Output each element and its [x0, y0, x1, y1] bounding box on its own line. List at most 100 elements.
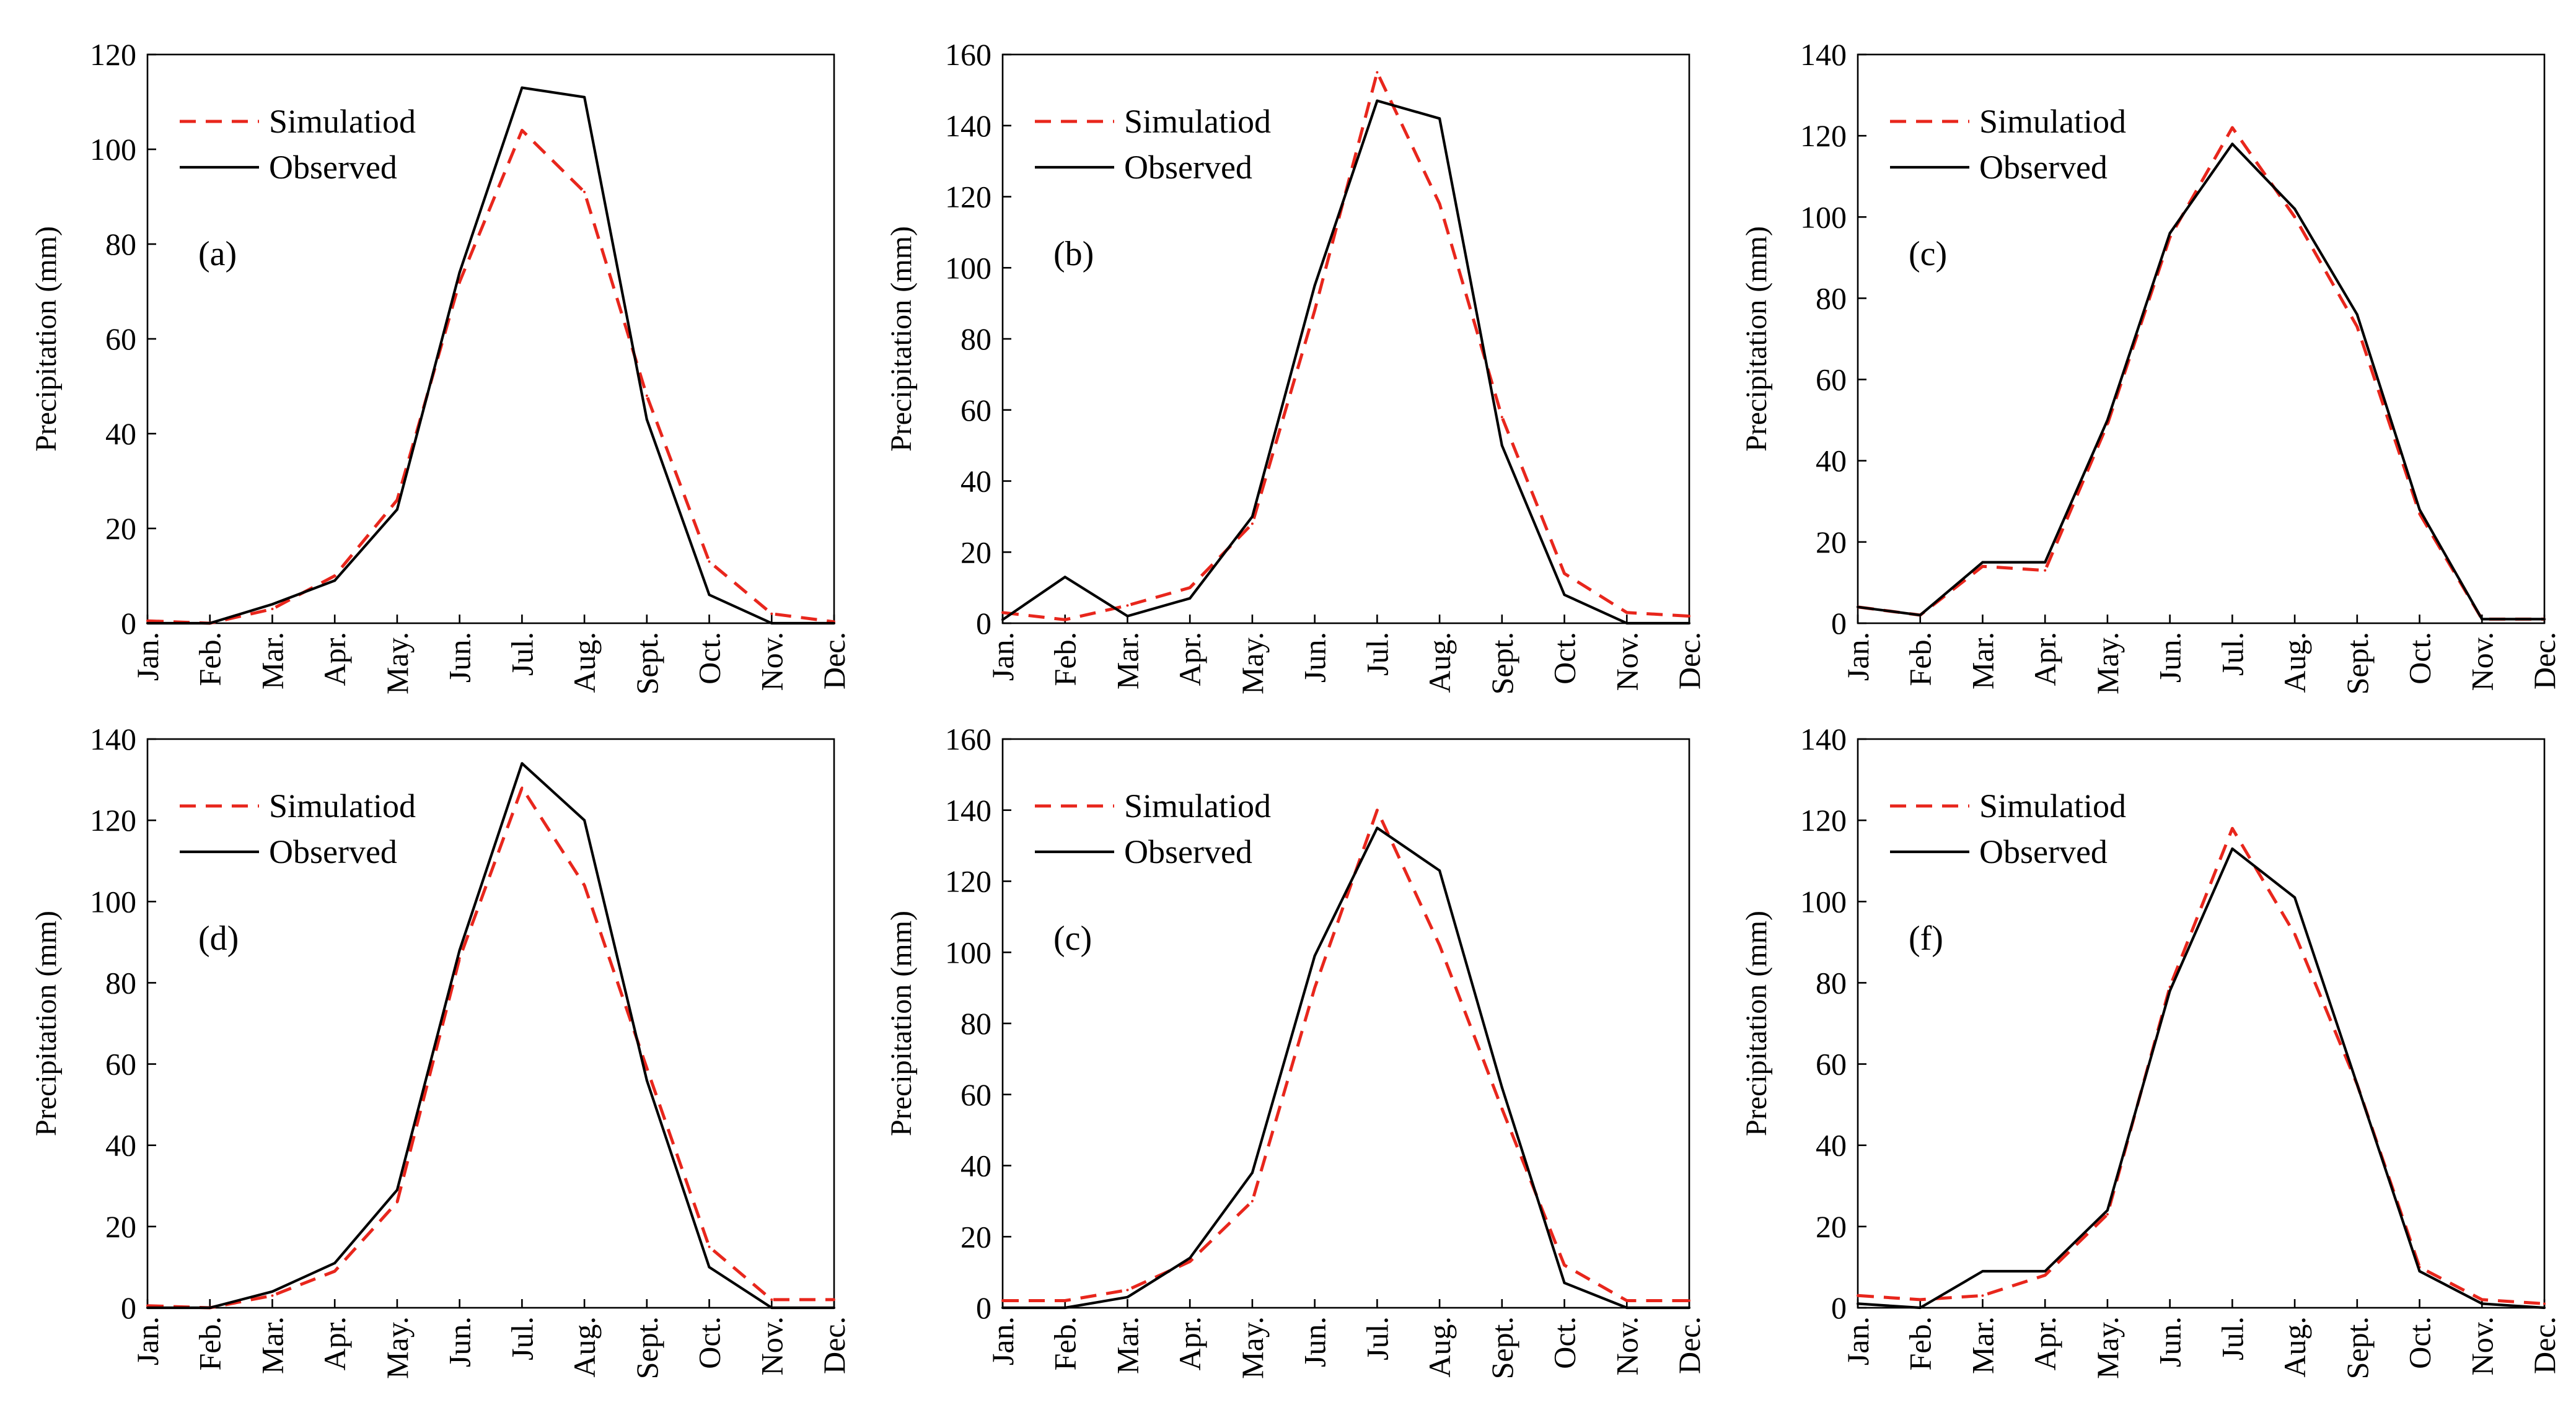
data-point [2106, 1209, 2109, 1212]
data-point [1438, 202, 1441, 205]
plot-frame [1857, 53, 2546, 624]
data-point [2481, 1298, 2484, 1301]
x-tick-label: Aug. [567, 632, 602, 693]
data-point [1981, 565, 1984, 568]
data-point [208, 1307, 211, 1309]
x-tick-label: Jan. [985, 1316, 1020, 1365]
x-tick-label: Mar. [1110, 632, 1145, 690]
legend-label: Simulatiod [1979, 103, 2126, 140]
data-point [708, 1245, 711, 1248]
y-tick-label: 60 [961, 1077, 991, 1112]
data-point [1126, 604, 1129, 607]
data-point [1857, 1294, 1859, 1297]
x-tick-label: Dec. [817, 632, 851, 690]
data-point [1189, 1260, 1192, 1263]
series-line-observed [147, 762, 834, 1310]
y-tick-label: 20 [1816, 525, 1847, 559]
x-tick-label: Oct. [1547, 1316, 1582, 1369]
legend-label: Observed [1979, 149, 2108, 186]
legend-label: Observed [269, 149, 397, 186]
data-point [2481, 618, 2484, 621]
data-point [583, 884, 586, 887]
data-point [1919, 1298, 1922, 1301]
data-point [2293, 208, 2297, 211]
x-tick-label: Mar. [1965, 1316, 2000, 1374]
plot-frame [146, 53, 835, 624]
y-tick-label: 80 [961, 1006, 991, 1041]
data-point [2231, 847, 2234, 851]
chart-panel-2: 0 20 40 60 80 100 120 140 160 Jan. Feb. Mar. Apr. May… [885, 37, 1707, 694]
data-point [2231, 142, 2234, 146]
data-point [521, 762, 524, 765]
x-tick-label: Nov. [754, 1316, 789, 1375]
data-point [1857, 605, 1859, 608]
data-point [1438, 117, 1441, 120]
y-tick-label: 40 [961, 464, 991, 499]
x-tick-label: Dec. [2527, 1316, 2562, 1374]
y-tick-label: 20 [1816, 1209, 1847, 1244]
data-point [833, 622, 835, 624]
x-tick-label: Aug. [1422, 632, 1457, 693]
data-point [583, 190, 586, 193]
x-tick-label: Feb. [193, 632, 227, 686]
x-tick-label: Feb. [1048, 632, 1083, 686]
y-tick-label: 60 [105, 1047, 136, 1082]
data-point [1438, 869, 1441, 872]
data-point [2293, 932, 2297, 935]
data-point [1313, 309, 1316, 312]
x-tick-label: Jul. [2215, 1316, 2249, 1360]
x-tick-label: Dec. [1672, 1316, 1707, 1374]
data-point [1688, 622, 1690, 624]
y-tick-label: 120 [90, 803, 136, 838]
data-point [2355, 313, 2358, 316]
data-point [708, 593, 711, 597]
x-tick-label: Sept. [1485, 632, 1519, 694]
x-tick-label: Feb. [1903, 632, 1938, 686]
x-tick-label: Nov. [754, 632, 789, 691]
series-line-simulated [147, 128, 835, 625]
data-point [1919, 613, 1922, 616]
x-tick-label: Oct. [2402, 1316, 2437, 1369]
series-line-observed [1003, 826, 1689, 1310]
data-point [1313, 284, 1316, 287]
data-point [583, 95, 586, 99]
data-point [770, 612, 773, 615]
x-tick-label: Aug. [567, 1316, 602, 1378]
data-point [1063, 1299, 1066, 1302]
data-point [2044, 569, 2047, 572]
data-point [1251, 1171, 1254, 1174]
y-tick-label: 80 [105, 965, 136, 1000]
data-point [770, 1307, 773, 1309]
y-tick-label: 20 [105, 1209, 136, 1244]
y-tick-label: 120 [1800, 118, 1847, 153]
legend-label: Observed [1124, 149, 1252, 186]
data-point [458, 271, 461, 274]
data-point [1063, 1307, 1066, 1309]
x-tick-label: May. [380, 632, 415, 694]
chart-panel-6: 0 20 40 60 80 100 120 140 Jan. Feb. Mar. Apr. May. Ju… [1740, 722, 2562, 1379]
chart-panel-4: 0 20 40 60 80 100 120 140 Jan. Feb. Mar. Apr. May. Ju… [30, 722, 851, 1379]
data-point [2044, 1274, 2047, 1277]
x-tick-label: Jun. [2153, 632, 2187, 683]
plot-frame [1001, 738, 1690, 1309]
data-point [1500, 1107, 1503, 1110]
y-tick-label: 120 [1800, 803, 1847, 838]
data-point [1500, 1086, 1503, 1089]
legend-label: Simulatiod [1979, 787, 2126, 825]
y-tick-label: 60 [961, 393, 991, 427]
data-point [458, 281, 461, 284]
data-point [1126, 1295, 1129, 1298]
x-tick-label: Jul. [1360, 1316, 1394, 1360]
data-point [2231, 126, 2234, 129]
data-point [2543, 618, 2546, 621]
x-tick-label: Jan. [130, 632, 165, 681]
data-point [645, 394, 648, 397]
data-point [2355, 325, 2358, 328]
data-point [1625, 622, 1629, 624]
y-tick-label: 80 [1816, 965, 1847, 1000]
data-point [2418, 508, 2421, 511]
panel-label: (b) [1053, 235, 1094, 273]
series-line-simulated [1003, 808, 1689, 1302]
y-tick-label: 160 [945, 722, 991, 756]
x-tick-label: Dec. [1672, 632, 1707, 690]
